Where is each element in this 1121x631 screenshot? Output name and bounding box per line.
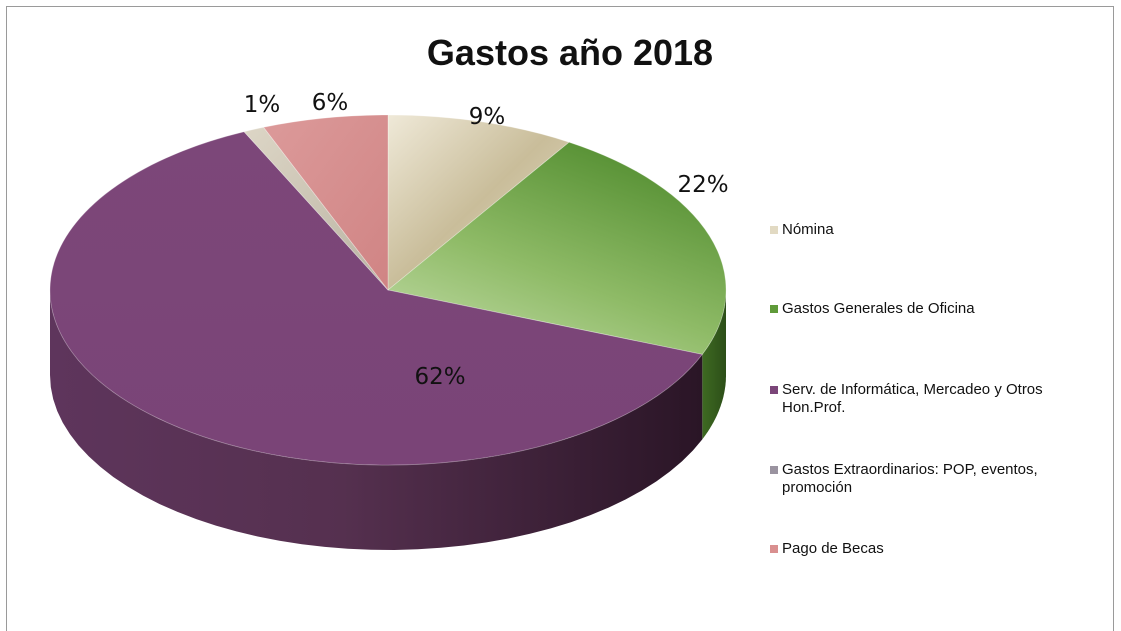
legend-label: Serv. de Informática, Mercadeo y Otros H… [782, 381, 1043, 416]
legend-swatch [770, 386, 778, 394]
legend-item-pago-becas: Pago de Becas [770, 540, 1110, 558]
pie-slice-gastos-extraordinarios [243, 126, 389, 291]
legend-label: Nómina [782, 221, 834, 238]
pie-side-gastos-generales [702, 290, 726, 440]
pie-slice-serv-informatica [49, 131, 704, 466]
pie-slice-pago-becas [262, 114, 389, 292]
pie-labels: 9% 22% 62% 1% 6% [244, 90, 729, 390]
legend-item-gastos-generales: Gastos Generales de Oficina [770, 300, 1110, 318]
pie-sides [50, 290, 726, 550]
legend-item-gastos-extraordinarios: Gastos Extraordinarios: POP, eventos, pr… [770, 461, 1110, 497]
legend-swatch [770, 226, 778, 234]
legend-swatch [770, 305, 778, 313]
legend-label: Gastos Extraordinarios: POP, eventos, pr… [782, 461, 1038, 496]
legend-item-nomina: Nómina [770, 221, 1110, 239]
pie-slice-gastos-generales [387, 141, 727, 355]
data-label-gastos-extraordinarios: 1% [244, 92, 281, 118]
data-label-serv-informatica: 62% [414, 364, 465, 390]
legend-label: Gastos Generales de Oficina [782, 300, 975, 317]
legend-swatch [770, 466, 778, 474]
pie-side-serv-informatica [50, 290, 703, 550]
legend-item-serv-informatica: Serv. de Informática, Mercadeo y Otros H… [770, 381, 1110, 417]
pie-slices [49, 114, 727, 466]
pie-slice-nomina [387, 114, 570, 291]
legend-swatch [770, 545, 778, 553]
legend-label: Pago de Becas [782, 540, 884, 557]
data-label-nomina: 9% [469, 104, 506, 130]
data-label-gastos-generales: 22% [677, 172, 728, 198]
chart-title: Gastos año 2018 [426, 32, 714, 73]
data-label-pago-becas: 6% [312, 90, 349, 116]
